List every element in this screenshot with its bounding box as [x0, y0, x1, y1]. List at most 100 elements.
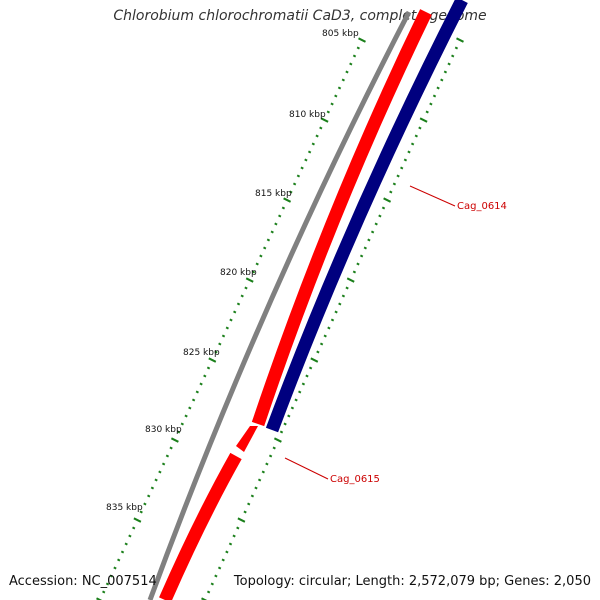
- inner-ruler-minor-tick: [330, 318, 335, 322]
- ruler-label-835kbp: 835 kbp: [106, 503, 143, 513]
- inner-ruler-minor-tick: [319, 342, 324, 346]
- inner-ruler-minor-tick: [214, 574, 218, 578]
- inner-ruler-minor-tick: [352, 270, 357, 274]
- outer-ruler-minor-tick: [341, 78, 345, 82]
- outer-ruler-major-tick: [320, 117, 329, 123]
- outer-ruler-minor-tick: [311, 142, 315, 146]
- outer-ruler-minor-tick: [236, 302, 241, 306]
- outer-ruler-minor-tick: [113, 566, 117, 570]
- outer-ruler-minor-tick: [319, 126, 323, 130]
- inner-ruler-minor-tick: [432, 94, 437, 98]
- outer-ruler-minor-tick: [289, 190, 293, 194]
- ruler-label-805kbp: 805 kbp: [322, 29, 359, 39]
- outer-ruler-minor-tick: [169, 446, 173, 450]
- outer-ruler-ticks: [96, 37, 366, 600]
- outer-ruler-minor-tick: [334, 94, 338, 98]
- inner-ruler-minor-tick: [261, 470, 265, 474]
- inner-ruler-major-tick: [383, 197, 392, 203]
- outer-ruler-minor-tick: [102, 590, 106, 594]
- inner-ruler-major-tick: [273, 437, 282, 443]
- inner-ruler-minor-tick: [265, 462, 269, 466]
- inner-ruler-minor-tick: [290, 406, 295, 410]
- inner-ruler-minor-tick: [363, 246, 367, 250]
- outer-ruler-major-tick: [358, 37, 366, 43]
- outer-ruler-minor-tick: [326, 110, 330, 114]
- outer-ruler-major-tick: [208, 357, 217, 363]
- gene-label-cag-0614[interactable]: Cag_0614: [457, 201, 507, 212]
- inner-ruler-minor-tick: [210, 582, 214, 586]
- outer-ruler-minor-tick: [263, 246, 267, 250]
- outer-ruler-minor-tick: [278, 214, 282, 218]
- inner-ruler-minor-tick: [345, 286, 349, 290]
- inner-ruler-minor-tick: [250, 494, 255, 498]
- outer-ruler-minor-tick: [229, 318, 233, 322]
- outer-ruler-minor-tick: [304, 158, 308, 162]
- inner-ruler-minor-tick: [403, 158, 408, 162]
- outer-ruler-minor-tick: [345, 70, 349, 74]
- outer-ruler-minor-tick: [128, 534, 132, 538]
- inner-ruler-minor-tick: [392, 182, 397, 186]
- outer-ruler-minor-tick: [195, 390, 199, 394]
- inner-ruler-minor-tick: [247, 502, 251, 506]
- outer-ruler-minor-tick: [188, 406, 192, 410]
- accession-text: Accession: NC_007514: [9, 574, 157, 589]
- outer-ruler-minor-tick: [161, 462, 166, 466]
- inner-ruler-minor-tick: [407, 150, 411, 154]
- forward-feature-main: [251, 9, 432, 427]
- gene-label-cag-0615[interactable]: Cag_0615: [330, 474, 380, 485]
- inner-ruler-minor-tick: [381, 206, 386, 210]
- inner-ruler-minor-tick: [370, 230, 375, 234]
- forward-feature-lower: [159, 452, 242, 600]
- outer-ruler-minor-tick: [274, 222, 278, 226]
- outer-ruler-minor-tick: [330, 102, 334, 106]
- inner-ruler-minor-tick: [374, 222, 378, 226]
- inner-ruler-minor-tick: [396, 174, 400, 178]
- inner-ruler-minor-tick: [378, 214, 382, 218]
- inner-ruler-minor-tick: [254, 486, 258, 490]
- inner-ruler-minor-tick: [225, 550, 229, 554]
- outer-ruler-minor-tick: [206, 366, 211, 370]
- inner-ruler-minor-tick: [305, 374, 309, 378]
- outer-ruler-minor-tick: [117, 558, 121, 562]
- ruler-label-810kbp: 810 kbp: [289, 110, 326, 120]
- inner-ruler-major-tick: [456, 37, 464, 43]
- backbone-line: [147, 10, 412, 600]
- inner-ruler-ticks: [201, 37, 464, 600]
- inner-ruler-minor-tick: [228, 542, 233, 546]
- outer-ruler-major-tick: [283, 197, 292, 203]
- feature-arrow-cag-0614[interactable]: [265, 0, 468, 433]
- inner-ruler-minor-tick: [440, 78, 444, 82]
- inner-ruler-minor-tick: [327, 326, 331, 330]
- outer-ruler-major-tick: [245, 277, 254, 283]
- inner-ruler-minor-tick: [206, 590, 211, 594]
- inner-ruler-minor-tick: [443, 70, 448, 74]
- inner-ruler-minor-tick: [356, 262, 360, 266]
- feature-arrow-cag-0615[interactable]: [236, 426, 258, 452]
- inner-ruler-minor-tick: [447, 62, 451, 66]
- outer-ruler-minor-tick: [266, 238, 271, 242]
- outer-ruler-minor-tick: [352, 54, 357, 58]
- inner-ruler-minor-tick: [414, 134, 418, 138]
- inner-ruler-minor-tick: [454, 46, 459, 50]
- outer-ruler-minor-tick: [105, 582, 110, 586]
- outer-ruler-minor-tick: [184, 414, 188, 418]
- outer-ruler-major-tick: [96, 597, 103, 600]
- inner-ruler-minor-tick: [268, 454, 273, 458]
- outer-ruler-minor-tick: [191, 398, 196, 402]
- inner-ruler-minor-tick: [410, 142, 415, 146]
- outer-ruler-minor-tick: [259, 254, 263, 258]
- inner-ruler-major-tick: [201, 597, 208, 600]
- inner-ruler-minor-tick: [294, 398, 298, 402]
- inner-ruler-minor-tick: [298, 390, 302, 394]
- inner-ruler-minor-tick: [217, 566, 222, 570]
- inner-ruler-minor-tick: [272, 446, 276, 450]
- outer-ruler-minor-tick: [158, 470, 162, 474]
- inner-ruler-minor-tick: [257, 478, 262, 482]
- ruler-label-820kbp: 820 kbp: [220, 268, 257, 278]
- inner-ruler-minor-tick: [400, 166, 404, 170]
- outer-ruler-minor-tick: [240, 294, 244, 298]
- inner-ruler-minor-tick: [243, 510, 247, 514]
- outer-ruler-minor-tick: [255, 262, 259, 266]
